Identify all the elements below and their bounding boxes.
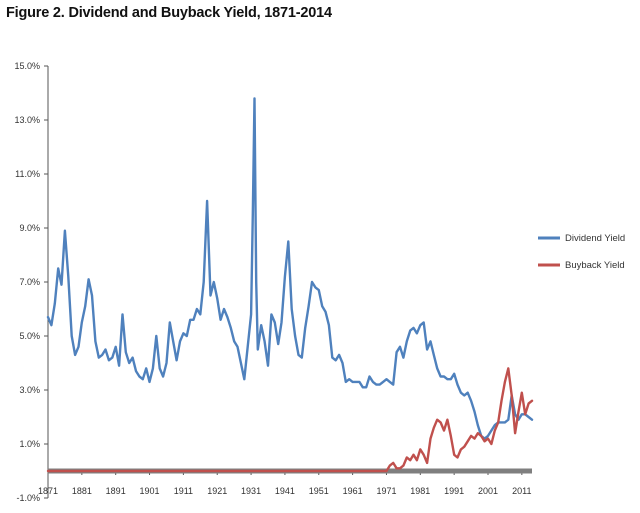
x-tick-label: 1941 [275,486,295,496]
x-tick-label: 1891 [106,486,126,496]
y-tick-label: 15.0% [14,61,40,71]
x-tick-label: 1901 [140,486,160,496]
legend-label-dividend: Dividend Yield [565,233,625,244]
dividend-yield-line [46,97,534,440]
buyback-yield-line [46,367,534,473]
y-tick-label: 5.0% [19,331,40,341]
x-tick-label: 1991 [444,486,464,496]
x-tick-label: 2001 [478,486,498,496]
y-tick-label: 9.0% [19,223,40,233]
x-tick-label: 1921 [207,486,227,496]
x-tick-label: 1981 [410,486,430,496]
x-tick-label: 1971 [376,486,396,496]
chart-axes: -1.0% 1.0% 3.0% 5.0% 7.0% 9.0% 11.0% 13.0% 15.0%… [14,61,532,503]
legend-label-buyback: Buyback Yield [565,260,625,271]
x-tick-label: 1931 [241,486,261,496]
chart-title: Figure 2. Dividend and Buyback Yield, 18… [6,5,332,21]
x-tick-label: 1911 [174,486,193,496]
plot-area [46,97,534,474]
x-tick-label: 1961 [343,486,363,496]
y-tick-label: 13.0% [14,115,40,125]
x-tick-label: 1871 [38,486,58,496]
legend: Dividend Yield Buyback Yield [538,233,625,271]
y-tick-label: 1.0% [19,439,40,449]
y-tick-label: -1.0% [16,493,40,503]
y-tick-label: 11.0% [15,169,40,179]
y-tick-label: 3.0% [19,385,40,395]
x-tick-label: 2011 [512,486,531,496]
y-tick-label: 7.0% [19,277,40,287]
x-tick-label: 1881 [72,486,92,496]
x-tick-label: 1951 [309,486,329,496]
